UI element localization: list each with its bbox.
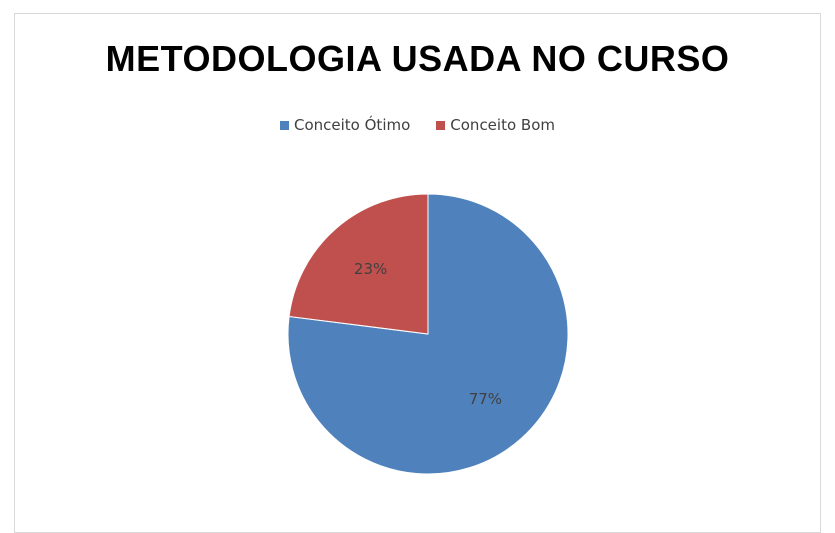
data-label-1: 23% [354, 260, 387, 278]
pie-slice-1 [288, 193, 429, 335]
pie-slice-0 [287, 193, 569, 475]
legend-swatch-otimo [280, 120, 289, 130]
legend: Conceito Ótimo Conceito Bom [0, 116, 835, 134]
legend-item-bom: Conceito Bom [436, 116, 555, 134]
data-label-0: 77% [469, 390, 502, 408]
chart-title: METODOLOGIA USADA NO CURSO [105, 38, 730, 79]
legend-item-otimo: Conceito Ótimo [280, 116, 410, 134]
pie-plot: 77% 23% [287, 193, 569, 475]
legend-label-otimo: Conceito Ótimo [294, 116, 411, 134]
legend-label-bom: Conceito Bom [450, 116, 555, 134]
legend-swatch-bom [436, 120, 446, 130]
